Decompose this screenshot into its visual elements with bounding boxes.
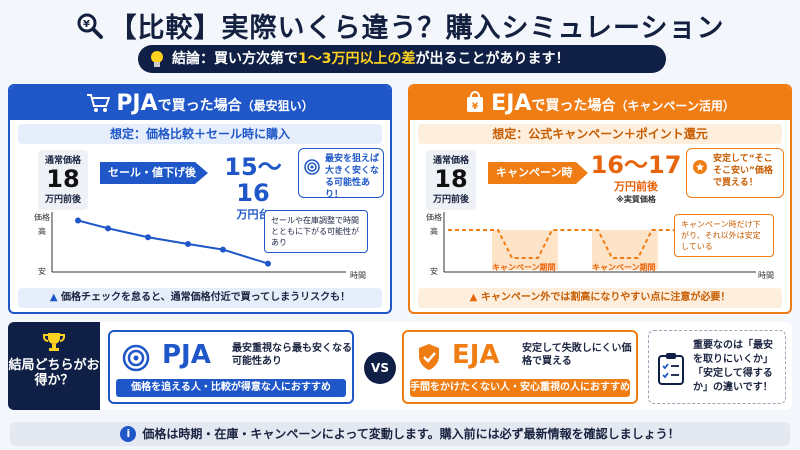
footer-text: 価格は時期・在庫・キャンペーンによって変動します。購入前には必ず最新情報を確認し… — [142, 427, 680, 441]
pja-trend-point — [105, 225, 111, 232]
eja-price-unit: 万円前後 — [614, 180, 658, 193]
eja-period-band-1 — [492, 230, 558, 270]
info-icon: i — [120, 426, 137, 442]
pja-note: 最安を狙えば大きく安くなる可能性あり！ — [298, 148, 384, 200]
badge-icon — [692, 159, 708, 179]
checklist-icon — [657, 353, 685, 390]
summary-question-text: 結局どちらがお得か？ — [8, 358, 100, 388]
svg-text:¥: ¥ — [83, 19, 91, 30]
eja-normal-price: 通常価格 18 万円前後 — [426, 150, 476, 210]
eja-period-band-2 — [592, 230, 658, 270]
eja-period-label-2: キャンペーン期間 — [592, 263, 656, 272]
eja-summary-name: EJA — [452, 340, 500, 370]
shield-check-icon — [416, 342, 442, 376]
pja-warning-text: 価格チェックを怠ると、通常価格付近で買ってしまうリスクも！ — [61, 292, 351, 303]
eja-normal-unit: 万円前後 — [432, 195, 469, 205]
eja-note: 安定して“そこそこ安い”価格で買える！ — [686, 148, 784, 198]
pja-header-text: で買った場合 — [157, 98, 242, 114]
target-icon — [304, 159, 320, 179]
eja-header-name: EJA — [491, 91, 532, 116]
eja-price-value: 16〜17 — [590, 151, 682, 179]
shopping-bag-icon: ¥ — [465, 89, 485, 123]
pja-trend-point — [265, 260, 271, 267]
page-title-text: 【比較】実際いくら違う？購入シミュレーション — [109, 13, 725, 44]
eja-header-sub: （キャンペーン活用） — [615, 99, 735, 113]
pja-axis-price: 価格 — [34, 213, 50, 222]
pja-note-text: 最安を狙えば大きく安くなる可能性あり！ — [325, 154, 380, 200]
pja-price-unit: 万円台 — [236, 208, 270, 221]
pja-trend-point — [220, 246, 226, 253]
pja-trend-point — [145, 234, 151, 241]
pja-callout: セールや在庫調整で時間とともに下がる可能性があり — [264, 210, 368, 253]
pja-warning: ▲ 価格チェックを怠ると、通常価格付近で買ってしまうリスクも！ — [18, 288, 382, 308]
pja-axis-low: 安 — [38, 267, 46, 276]
pja-summary-name: PJA — [162, 340, 211, 370]
eja-normal-value: 18 — [434, 165, 468, 193]
summary-question: 結局どちらがお得か？ — [8, 322, 100, 410]
eja-summary-card: EJA 安定して失敗しにくい価格で買える 手間をかけたくない人・安心重視の人にお… — [402, 330, 638, 404]
pja-normal-price: 通常価格 18 万円前後 — [38, 150, 88, 210]
pja-summary-card: PJA 最安重視なら最も安くなる可能性あり 価格を追える人・比較が得意な人におす… — [108, 330, 354, 404]
cart-icon — [86, 89, 111, 123]
svg-text:¥: ¥ — [472, 102, 479, 112]
eja-assumption: 想定：公式キャンペーン＋ポイント還元 — [418, 124, 782, 144]
eja-warning: ▲ キャンペーン外では割高になりやすい点に注意が必要！ — [418, 288, 782, 308]
magnifier-yen-icon: ¥ — [76, 12, 104, 47]
pja-price-chart — [51, 212, 346, 273]
eja-price-note: ※実質価格 — [616, 195, 656, 204]
eja-normal-label: 通常価格 — [432, 156, 469, 166]
pja-summary-desc: 最安重視なら最も安くなる可能性あり — [232, 343, 352, 367]
eja-axis-high: 高 — [430, 227, 438, 236]
trophy-icon — [42, 330, 66, 358]
pja-summary-bar: 価格を追える人・比較が得意な人におすすめ — [116, 379, 346, 397]
eja-trend-line — [448, 229, 698, 259]
eja-summary-bar: 手間をかけたくない人・安心重視の人におすすめ — [410, 379, 630, 397]
pja-trend-line — [77, 219, 269, 265]
warning-icon: ▲ — [49, 292, 62, 303]
summary-section: 結局どちらがお得か？ PJA 最安重視なら最も安くなる可能性あり 価格を追える人… — [8, 322, 792, 410]
eja-axis-time: 時間 — [758, 271, 774, 280]
pja-header: PJAで買った場合（最安狙い） — [10, 86, 390, 120]
vs-badge: VS — [364, 352, 396, 384]
pja-normal-label: 通常価格 — [44, 156, 81, 166]
eja-step-arrow: キャンペーン時 — [488, 162, 588, 184]
pja-panel: PJAで買った場合（最安狙い） 想定：価格比較＋セール時に購入 通常価格 18 … — [8, 84, 392, 314]
eja-axis-low: 安 — [430, 267, 438, 276]
pja-assumption: 想定：価格比較＋セール時に購入 — [18, 124, 382, 144]
footer-notice: i 価格は時期・在庫・キャンペーンによって変動します。購入前には必ず最新情報を確認… — [10, 422, 790, 446]
lightbulb-icon — [148, 49, 166, 79]
eja-panel: ¥ EJAで買った場合（キャンペーン活用） 想定：公式キャンペーン＋ポイント還元… — [408, 84, 792, 314]
page-title: ¥ 【比較】実際いくら違う？購入シミュレーション — [0, 6, 800, 47]
eja-header: ¥ EJAで買った場合（キャンペーン活用） — [410, 86, 790, 120]
eja-period-label-1: キャンペーン期間 — [492, 263, 556, 272]
warning-icon: ▲ — [469, 292, 481, 303]
key-point-text: 重要なのは「最安を取りにいくか」「安定して得するか」の違いです！ — [693, 340, 773, 393]
target-icon — [122, 344, 150, 376]
pja-normal-value: 18 — [46, 165, 80, 193]
eja-warning-text: キャンペーン外では割高になりやすい点に注意が必要！ — [480, 292, 731, 303]
pja-price-value: 15〜16 — [224, 153, 282, 207]
conclusion-suffix: が出ることがあります！ — [415, 51, 570, 67]
eja-campaign-price: 16〜17 万円前後 ※実質価格 — [590, 152, 682, 205]
key-point-box: 重要なのは「最安を取りにいくか」「安定して得するか」の違いです！ — [648, 330, 786, 404]
pja-axis-time: 時間 — [350, 271, 366, 280]
pja-header-sub: （最安狙い） — [241, 99, 314, 113]
pja-sale-price: 15〜16 万円台 — [210, 154, 296, 222]
eja-axis-price: 価格 — [426, 213, 442, 222]
pja-axis-high: 高 — [38, 227, 46, 236]
pja-step-arrow: セール・値下げ後 — [100, 162, 208, 184]
pja-trend-point — [185, 241, 191, 247]
conclusion-banner: 結論：買い方次第で1〜3万円以上の差が出ることがあります！ — [138, 45, 666, 73]
pja-trend-point — [75, 217, 81, 224]
conclusion-highlight: 1〜3万円以上の差 — [298, 51, 416, 67]
conclusion-prefix: 結論：買い方次第で — [172, 51, 298, 67]
eja-note-text: 安定して“そこそこ安い”価格で買える！ — [713, 154, 773, 188]
eja-callout: キャンペーン時だけ下がり、それ以外は安定している — [674, 214, 774, 257]
eja-price-chart — [443, 212, 756, 273]
eja-summary-desc: 安定して失敗しにくい価格で買える — [522, 343, 632, 367]
pja-normal-unit: 万円前後 — [44, 195, 81, 205]
eja-header-text: で買った場合 — [531, 98, 616, 114]
pja-header-name: PJA — [116, 91, 158, 116]
